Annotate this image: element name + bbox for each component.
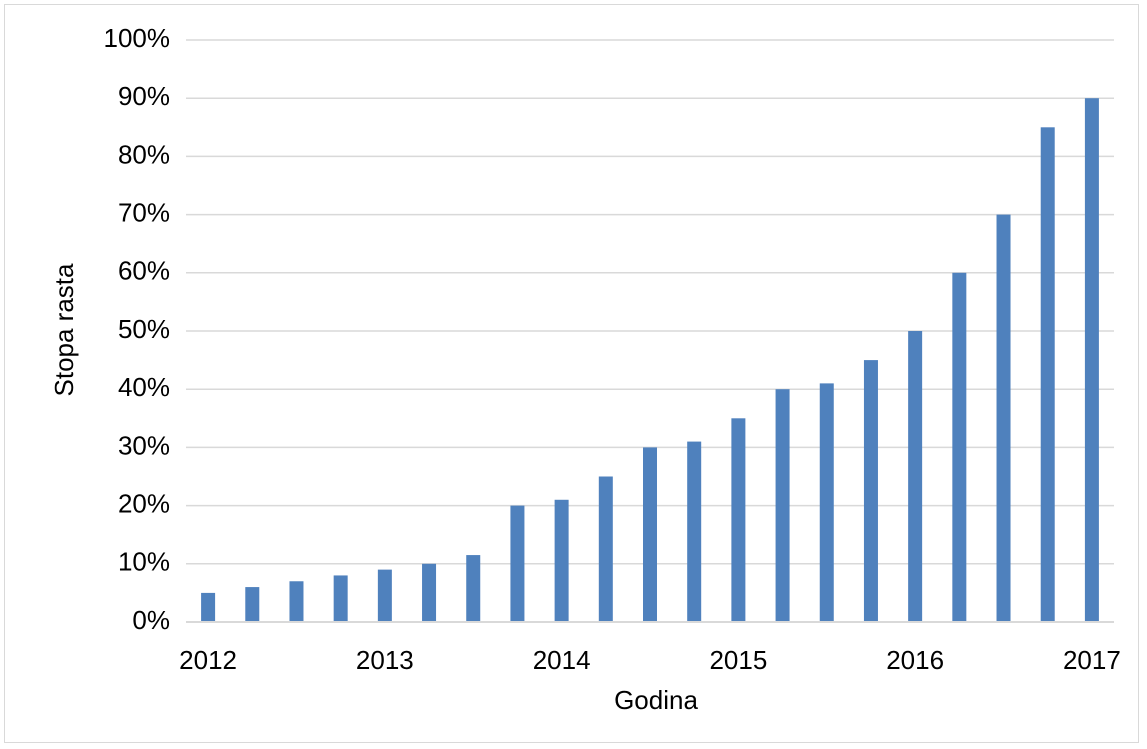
y-axis-title: Stopa rasta [49, 263, 79, 397]
bar [333, 575, 348, 622]
bar [289, 581, 304, 622]
bar [422, 563, 437, 622]
bar [377, 569, 392, 622]
y-tick-label: 20% [118, 488, 170, 518]
bar [245, 587, 260, 622]
x-axis-title: Godina [614, 685, 698, 715]
bar [598, 476, 613, 622]
y-tick-label: 100% [104, 23, 171, 53]
x-tick-label: 2017 [1063, 645, 1121, 675]
x-axis-tick-labels: 2012 2013 2014 2015 2016 2017 [179, 645, 1121, 675]
chart-frame [4, 4, 1139, 743]
bar [996, 214, 1011, 622]
bar [466, 555, 481, 622]
x-tick-label: 2012 [179, 645, 237, 675]
bar [731, 418, 746, 622]
x-tick-label: 2016 [886, 645, 944, 675]
y-tick-label: 10% [118, 547, 170, 577]
y-tick-label: 30% [118, 430, 170, 460]
y-tick-label: 40% [118, 372, 170, 402]
bar [643, 447, 657, 622]
bar [908, 331, 923, 622]
bar [1040, 127, 1055, 623]
x-tick-label: 2014 [533, 645, 591, 675]
y-tick-label: 90% [118, 81, 170, 111]
bars [201, 98, 1099, 623]
bar [819, 383, 834, 622]
bar [775, 389, 790, 622]
bar [687, 441, 702, 622]
y-axis-tick-labels: 0% 10% 20% 30% 40% 50% 60% 70% 80% 90% 100% [104, 23, 171, 635]
bar [952, 272, 967, 622]
y-tick-label: 60% [118, 256, 170, 286]
bar [1084, 98, 1099, 622]
bar [201, 592, 216, 622]
x-tick-label: 2013 [356, 645, 414, 675]
x-tick-label: 2015 [709, 645, 767, 675]
y-tick-label: 0% [132, 605, 170, 635]
bar [554, 499, 569, 622]
y-tick-label: 70% [118, 197, 170, 227]
bar [863, 360, 878, 622]
y-tick-label: 80% [118, 139, 170, 169]
bar [510, 505, 525, 622]
y-tick-label: 50% [118, 314, 170, 344]
